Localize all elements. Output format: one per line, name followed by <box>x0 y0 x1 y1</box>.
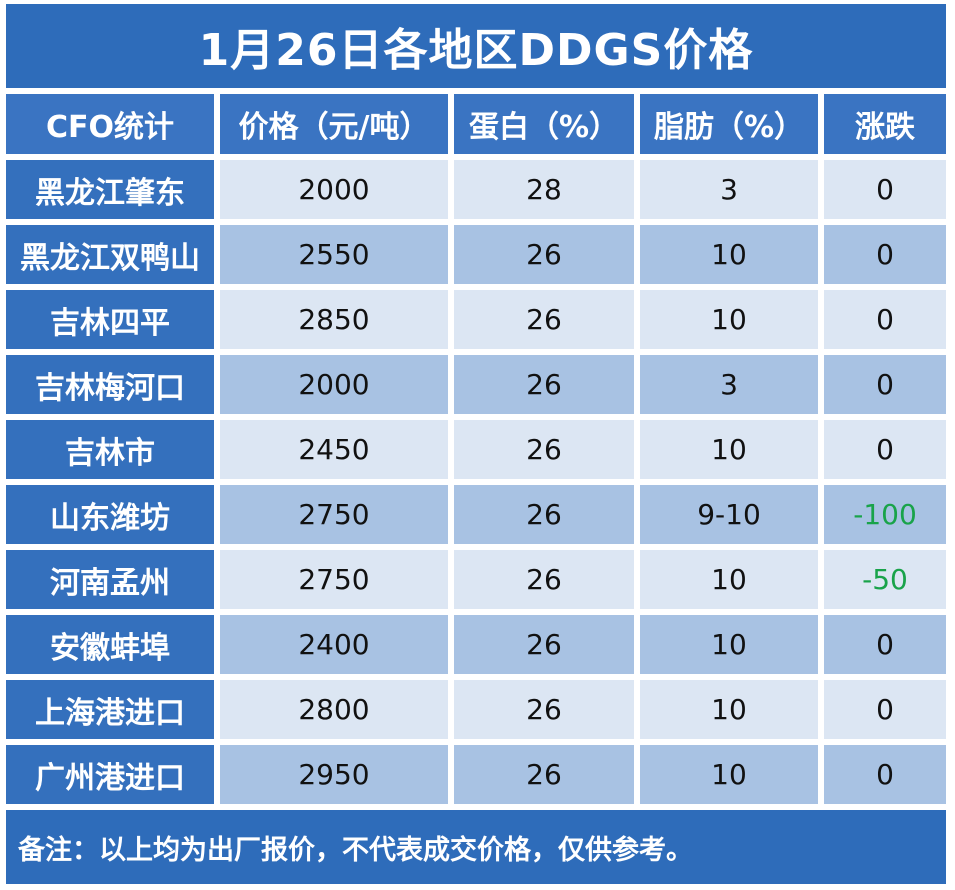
region-cell: 山东潍坊 <box>6 485 214 544</box>
table-cell: 26 <box>454 225 634 284</box>
table-cell: 28 <box>454 160 634 219</box>
table-cell: 0 <box>824 290 946 349</box>
region-cell: 吉林四平 <box>6 290 214 349</box>
table-cell: 2550 <box>220 225 448 284</box>
table-cell: -100 <box>824 485 946 544</box>
table-cell: 2000 <box>220 160 448 219</box>
table-cell: 2450 <box>220 420 448 479</box>
table-cell: 9-10 <box>640 485 818 544</box>
table-cell: 2850 <box>220 290 448 349</box>
table-cell: 26 <box>454 680 634 739</box>
table-cell: 0 <box>824 355 946 414</box>
table-cell: 26 <box>454 355 634 414</box>
table-cell: 0 <box>824 225 946 284</box>
table-cell: 10 <box>640 745 818 804</box>
table-cell: 26 <box>454 745 634 804</box>
table-cell: 3 <box>640 160 818 219</box>
column-header: CFO统计 <box>6 94 214 154</box>
table-cell: 26 <box>454 550 634 609</box>
table-cell: 2400 <box>220 615 448 674</box>
column-header: 蛋白（%） <box>454 94 634 154</box>
region-cell: 安徽蚌埠 <box>6 615 214 674</box>
table-cell: 2800 <box>220 680 448 739</box>
table-cell: 2950 <box>220 745 448 804</box>
table-cell: 10 <box>640 225 818 284</box>
table-cell: 10 <box>640 615 818 674</box>
table-cell: 26 <box>454 485 634 544</box>
region-cell: 黑龙江双鸭山 <box>6 225 214 284</box>
region-cell: 广州港进口 <box>6 745 214 804</box>
column-header: 脂肪（%） <box>640 94 818 154</box>
table-footnote: 备注：以上均为出厂报价，不代表成交价格，仅供参考。 <box>6 810 946 884</box>
column-header: 价格（元/吨） <box>220 94 448 154</box>
table-cell: 3 <box>640 355 818 414</box>
table-cell: 10 <box>640 680 818 739</box>
table-cell: 10 <box>640 550 818 609</box>
table-title: 1月26日各地区DDGS价格 <box>6 4 946 88</box>
column-header: 涨跌 <box>824 94 946 154</box>
region-cell: 河南孟州 <box>6 550 214 609</box>
region-cell: 吉林梅河口 <box>6 355 214 414</box>
table-cell: 0 <box>824 680 946 739</box>
table-cell: 26 <box>454 615 634 674</box>
table-cell: 10 <box>640 420 818 479</box>
table-cell: 26 <box>454 290 634 349</box>
table-cell: 10 <box>640 290 818 349</box>
table-cell: 0 <box>824 160 946 219</box>
region-cell: 黑龙江肇东 <box>6 160 214 219</box>
table-cell: 2750 <box>220 485 448 544</box>
table-cell: 26 <box>454 420 634 479</box>
table-cell: 2750 <box>220 550 448 609</box>
table-cell: -50 <box>824 550 946 609</box>
table-cell: 2000 <box>220 355 448 414</box>
region-cell: 上海港进口 <box>6 680 214 739</box>
table-cell: 0 <box>824 420 946 479</box>
region-cell: 吉林市 <box>6 420 214 479</box>
table-cell: 0 <box>824 745 946 804</box>
table-cell: 0 <box>824 615 946 674</box>
